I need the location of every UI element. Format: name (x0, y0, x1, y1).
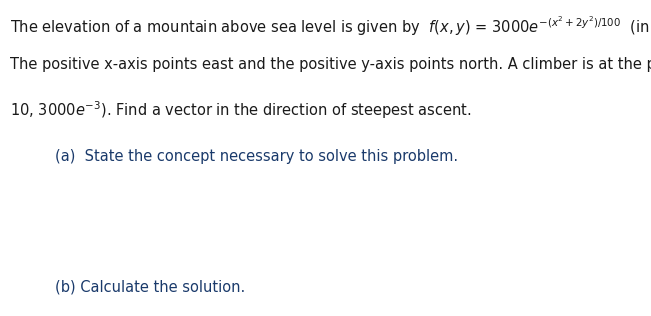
Text: The positive x-axis points east and the positive y-axis points north. A climber : The positive x-axis points east and the … (10, 57, 651, 72)
Text: 10, 3000$e^{-3}$). Find a vector in the direction of steepest ascent.: 10, 3000$e^{-3}$). Find a vector in the … (10, 100, 471, 121)
Text: (a)  State the concept necessary to solve this problem.: (a) State the concept necessary to solve… (55, 149, 458, 163)
Text: The elevation of a mountain above sea level is given by  $f(x,y)$ = 3000$e^{-(x^: The elevation of a mountain above sea le… (10, 14, 651, 38)
Text: (b) Calculate the solution.: (b) Calculate the solution. (55, 280, 245, 295)
